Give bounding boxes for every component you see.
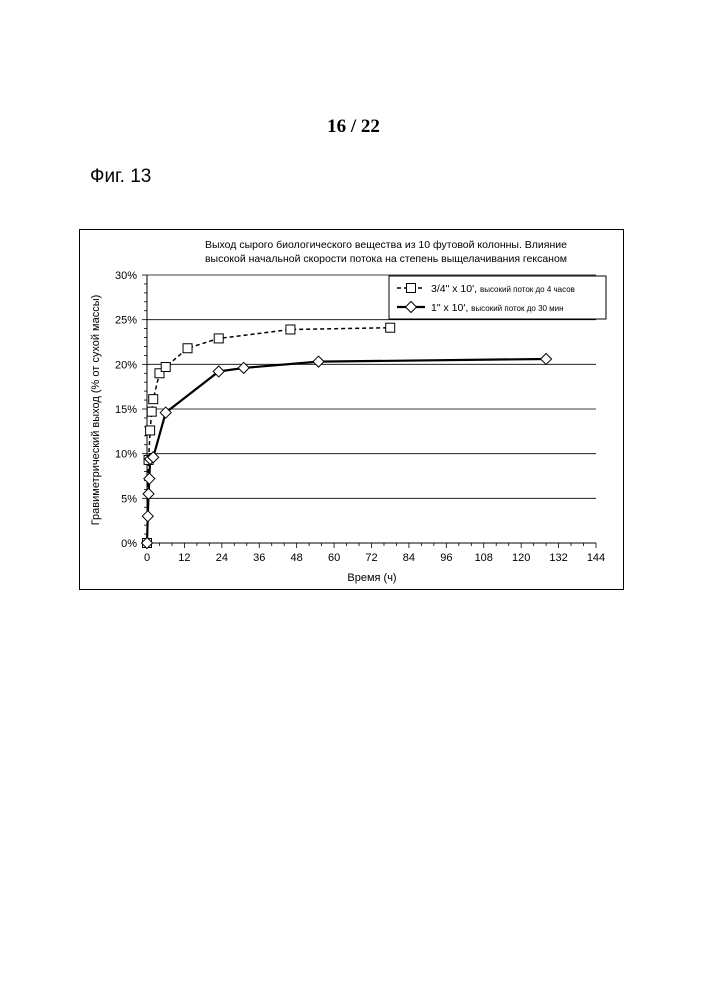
x-tick-label: 36 [253,552,265,564]
x-tick-label: 84 [403,552,415,564]
x-tick-label: 12 [178,552,190,564]
series-1-point [161,363,170,372]
chart-title-line-1: Выход сырого биологического вещества из … [205,239,567,251]
chart-svg: 0% 5% 10% 15% 20% 25% 30% 0 12 24 36 48 60 72 84 96 108 1… [80,230,623,589]
series-layer [142,323,552,548]
legend: 3/4" x 10', высокий поток до 4 часов 1" x… [389,276,606,319]
legend-label-main: 3/4" x 10', [431,283,480,295]
series-1-point [386,323,395,332]
x-tick-label: 72 [365,552,377,564]
y-tick-label: 30% [115,270,137,282]
series-line-1 [147,328,390,543]
series-2-point [541,353,552,364]
legend-marker-1 [407,284,416,293]
x-axis-label: Время (ч) [347,572,396,584]
y-tick-label: 25% [115,315,137,327]
x-tick-label: 48 [291,552,303,564]
chart-frame: 0% 5% 10% 15% 20% 25% 30% 0 12 24 36 48 60 72 84 96 108 1… [79,229,624,590]
x-tick-label: 120 [512,552,530,564]
legend-label-note: высокий поток до 30 мин [471,304,563,313]
x-tick-label: 132 [549,552,567,564]
x-tick-label: 108 [475,552,493,564]
legend-label-note: высокий поток до 4 часов [480,285,575,294]
x-tick-label: 0 [144,552,150,564]
y-tick-label: 15% [115,404,137,416]
x-tick-label: 96 [440,552,452,564]
series-line-2 [147,359,546,543]
series-1-point [286,325,295,334]
y-tick-label: 10% [115,449,137,461]
y-tick-label: 0% [121,538,137,550]
y-tick-label: 5% [121,493,137,505]
page-number: 16 / 22 [0,116,707,138]
legend-label-1: 3/4" x 10', высокий поток до 4 часов [431,283,575,295]
series-2-point [313,356,324,367]
legend-label-main: 1" x 10', [431,302,471,314]
x-tick-label: 24 [216,552,228,564]
series-2-point [144,473,155,484]
x-tick-label: 60 [328,552,340,564]
chart-title-line-2: высокой начальной скорости потока на сте… [205,253,567,265]
series-1-point [146,426,155,435]
series-1-point [183,344,192,353]
series-2-point [143,488,154,499]
series-1-point [149,395,158,404]
series-2-point [142,511,153,522]
legend-label-2: 1" x 10', высокий поток до 30 мин [431,302,564,314]
y-axis-label: Гравиметрический выход (% от сухой массы… [90,295,102,526]
y-tick-label: 20% [115,359,137,371]
series-1-point [214,334,223,343]
x-tick-label: 144 [587,552,605,564]
figure-label: Фиг. 13 [90,166,151,188]
series-1-point [147,407,156,416]
